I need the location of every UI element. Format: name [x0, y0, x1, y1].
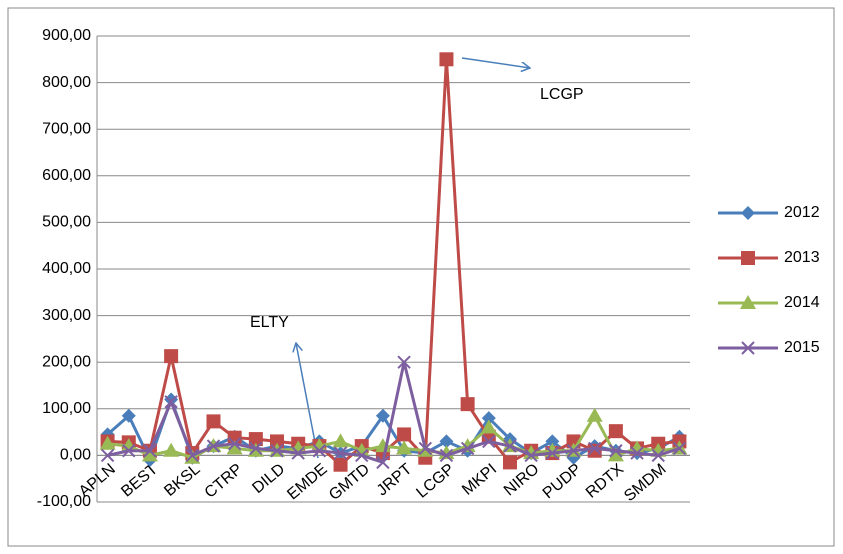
- marker: [741, 341, 755, 355]
- marker: [609, 444, 623, 458]
- annotation: ELTY: [250, 314, 289, 331]
- marker: [249, 441, 263, 456]
- y-tick-label: -100,00: [37, 493, 91, 510]
- marker: [396, 440, 413, 455]
- marker: [248, 432, 263, 447]
- legend-label: 2013: [784, 249, 820, 266]
- marker: [480, 419, 497, 434]
- marker: [353, 442, 370, 457]
- marker: [608, 424, 623, 439]
- marker: [502, 455, 517, 470]
- marker: [164, 349, 179, 364]
- legend-label: 2014: [784, 294, 820, 311]
- marker: [227, 437, 242, 451]
- marker: [586, 407, 603, 422]
- marker: [355, 448, 369, 463]
- marker: [524, 448, 538, 463]
- marker: [439, 52, 454, 67]
- marker: [651, 448, 665, 463]
- marker: [311, 438, 328, 453]
- marker: [418, 441, 432, 456]
- chart-border: [7, 7, 835, 547]
- marker: [333, 446, 348, 460]
- marker: [143, 444, 157, 458]
- marker: [545, 434, 560, 449]
- marker: [163, 442, 180, 457]
- marker: [375, 408, 390, 423]
- marker: [122, 444, 136, 458]
- marker: [439, 448, 454, 463]
- marker: [439, 434, 454, 449]
- marker: [460, 441, 475, 456]
- marker: [291, 446, 305, 460]
- marker: [545, 446, 560, 460]
- series-line: [107, 361, 680, 465]
- marker: [290, 440, 307, 455]
- marker: [141, 447, 158, 462]
- y-tick-label: 600,00: [42, 167, 91, 184]
- y-tick-label: 0,00: [60, 447, 91, 464]
- marker: [120, 438, 137, 453]
- marker: [397, 427, 412, 442]
- marker: [481, 411, 496, 426]
- marker: [482, 434, 496, 449]
- marker: [100, 448, 115, 463]
- marker: [672, 441, 687, 456]
- marker: [587, 443, 602, 458]
- y-tick-label: 200,00: [42, 353, 91, 370]
- marker: [397, 355, 411, 369]
- y-tick-label: 400,00: [42, 260, 91, 277]
- annotation: LCGP: [540, 86, 584, 103]
- y-tick-label: 900,00: [42, 27, 91, 44]
- y-tick-label: 500,00: [42, 214, 91, 231]
- marker: [185, 448, 200, 463]
- marker: [630, 446, 644, 460]
- marker: [333, 457, 348, 472]
- marker: [270, 444, 284, 458]
- marker: [741, 206, 755, 220]
- marker: [226, 440, 243, 455]
- marker: [376, 455, 390, 470]
- marker: [270, 434, 285, 449]
- marker: [587, 441, 602, 456]
- y-tick-label: 800,00: [42, 74, 91, 91]
- marker: [460, 397, 475, 412]
- marker: [740, 295, 756, 309]
- marker: [206, 414, 221, 429]
- marker: [607, 447, 624, 462]
- marker: [121, 408, 136, 423]
- marker: [206, 439, 221, 453]
- marker: [566, 444, 581, 458]
- marker: [99, 435, 116, 450]
- legend-label: 2012: [784, 204, 820, 221]
- series-line: [107, 59, 680, 467]
- annotation-arrow: [461, 57, 530, 68]
- marker: [312, 444, 327, 458]
- marker: [332, 433, 349, 448]
- marker: [629, 440, 646, 455]
- marker: [741, 251, 755, 265]
- y-tick-label: 700,00: [42, 120, 91, 137]
- y-tick-label: 100,00: [42, 400, 91, 417]
- marker: [164, 395, 178, 409]
- y-tick-label: 300,00: [42, 307, 91, 324]
- marker: [503, 439, 517, 453]
- legend-label: 2015: [784, 339, 820, 356]
